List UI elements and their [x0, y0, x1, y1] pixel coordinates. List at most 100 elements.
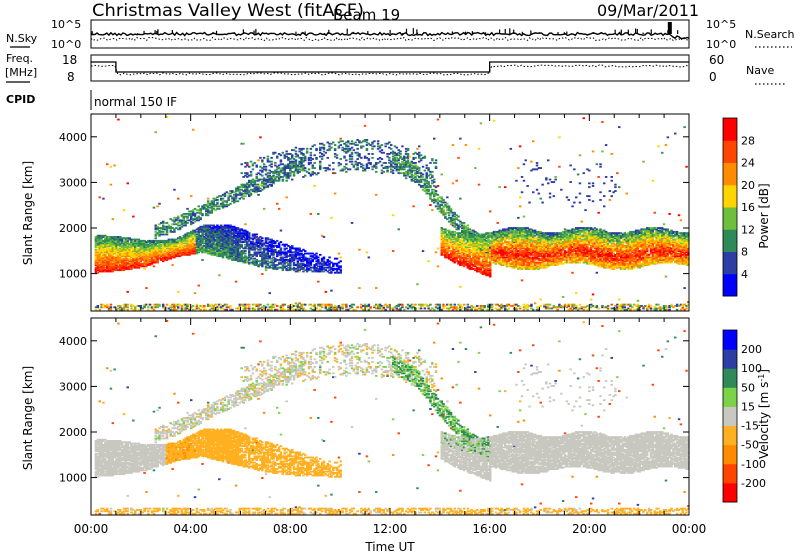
power-cell [210, 238, 214, 241]
power-cell [326, 156, 329, 159]
power-cell [141, 259, 144, 261]
power-cell [128, 237, 131, 240]
power-cell [186, 222, 189, 224]
power-cell [212, 246, 215, 249]
power-cell [122, 260, 126, 263]
power-cell [98, 242, 101, 245]
power-cell [315, 252, 318, 255]
power-cell [169, 239, 172, 242]
power-cell [212, 250, 215, 252]
power-cell [109, 251, 113, 254]
power-cell [113, 252, 116, 255]
power-cell [147, 245, 150, 247]
power-cell [141, 255, 144, 258]
power-cell [107, 307, 111, 310]
power-cell [205, 308, 208, 311]
power-cell [117, 242, 120, 245]
power-cell [219, 230, 223, 233]
power-cell [120, 262, 124, 265]
power-cell [197, 205, 200, 208]
power-cell [190, 218, 193, 221]
power-cell [212, 227, 215, 229]
power-cell [162, 257, 165, 260]
power-cell [117, 118, 120, 121]
power-cell [210, 303, 214, 306]
power-cell [154, 253, 157, 256]
power-cell [178, 245, 182, 247]
power-cell [322, 256, 326, 259]
power-cell [113, 268, 116, 270]
noise-traces [90, 22, 690, 42]
power-cell [431, 170, 434, 173]
power-cell [113, 251, 116, 254]
power-cell [135, 256, 139, 259]
power-cell [193, 246, 197, 249]
power-cell [218, 306, 221, 309]
power-cell [104, 259, 107, 261]
power-cell [223, 205, 227, 208]
power-cell [203, 230, 206, 233]
freq-left-tick-bottom: 8 [67, 70, 75, 84]
power-cell [195, 251, 199, 254]
power-cell [134, 242, 137, 245]
power-cell [206, 206, 210, 209]
power-cell [203, 241, 206, 243]
power-cell [100, 256, 103, 259]
power-cell [173, 230, 176, 233]
power-cell [152, 259, 156, 261]
power-cell [216, 205, 219, 208]
power-cell [416, 283, 419, 286]
power-cell [128, 255, 131, 258]
power-cell [169, 242, 172, 245]
power-cell [277, 207, 281, 210]
power-cell [339, 137, 342, 140]
power-cell [135, 251, 139, 254]
power-cell [156, 306, 159, 309]
power-cell [141, 257, 144, 260]
power-cell [177, 239, 180, 242]
power-cell [122, 307, 126, 310]
power-cell [106, 306, 109, 309]
power-cell [223, 229, 227, 232]
power-cell [180, 251, 184, 254]
power-cell [154, 243, 157, 246]
power-cell [107, 264, 111, 266]
power-cell [145, 252, 148, 255]
power-cell [199, 211, 202, 214]
power-cell [137, 239, 141, 242]
power-cell [191, 305, 195, 307]
power-cell [191, 209, 195, 212]
power-cell [447, 205, 451, 208]
power-cell [126, 243, 129, 246]
power-cell [210, 233, 214, 236]
power-cell [457, 156, 460, 159]
power-cell [214, 227, 217, 229]
date-label: 09/Mar/2011 [597, 1, 699, 20]
power-cell [208, 239, 212, 242]
power-cell [206, 239, 210, 242]
power-cell [162, 250, 165, 252]
power-cell [124, 256, 128, 259]
power-cell [171, 219, 174, 222]
power-cell [124, 242, 128, 245]
power-cell [130, 255, 133, 258]
power-cell [333, 172, 337, 175]
power-cell [214, 228, 217, 231]
power-cell [119, 269, 122, 272]
power-cell [173, 241, 176, 243]
power-cell [173, 228, 176, 231]
power-cell [147, 253, 150, 256]
power-cell [186, 242, 189, 245]
power-cell [152, 256, 156, 259]
power-cell [489, 210, 492, 213]
power-cell [219, 234, 223, 237]
power-cell [205, 228, 208, 231]
power-cell [117, 243, 120, 246]
power-cell [177, 237, 180, 240]
power-cell [210, 306, 214, 309]
power-cell [395, 146, 399, 149]
power-cell [134, 256, 137, 259]
power-cell [339, 269, 342, 272]
freq-right-tick-bottom: 0 [709, 70, 717, 84]
power-cell [130, 239, 133, 242]
